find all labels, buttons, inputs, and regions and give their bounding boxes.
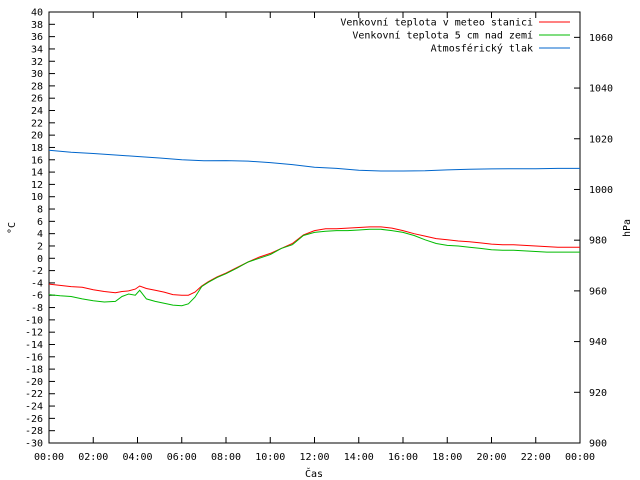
y-tick-label: -6 [31, 291, 43, 302]
y-tick-label: 8 [37, 205, 43, 216]
y-tick-label: -12 [25, 328, 43, 339]
y-axis-ticks: 4038363432302826242220181614121086420-2-… [25, 8, 55, 450]
x-tick-label: 06:00 [167, 452, 197, 463]
y-tick-label: 12 [31, 180, 43, 191]
series-line-3 [48, 149, 580, 172]
x-tick-label: 18:00 [432, 452, 462, 463]
y-tick-label: -22 [25, 389, 43, 400]
legend-label: Venkovní teplota v meteo stanici [340, 17, 533, 29]
y-tick-label: -20 [25, 377, 43, 388]
x-tick-label: 00:00 [565, 452, 595, 463]
y-tick-label: 32 [31, 57, 43, 68]
y-tick-label: 4 [37, 229, 43, 240]
y-tick-label: -18 [25, 365, 43, 376]
legend: Venkovní teplota v meteo staniciVenkovní… [340, 17, 570, 55]
y2-axis-ticks: 1060 1040 1020 1000 980 960 940 920 900 [574, 33, 613, 450]
y-axis-label: °C [7, 222, 18, 234]
y-tick-label: 26 [31, 94, 43, 105]
y-tick-label: -24 [25, 402, 43, 413]
y-tick-label: -4 [31, 278, 43, 289]
y-tick-label: -14 [25, 340, 43, 351]
x-tick-label: 10:00 [255, 452, 285, 463]
y-tick-label: 16 [31, 155, 43, 166]
y-tick-label: -26 [25, 414, 43, 425]
x-tick-label: 20:00 [476, 452, 506, 463]
y-tick-label: 22 [31, 118, 43, 129]
y-tick-label: 14 [31, 168, 43, 179]
x-tick-label: 02:00 [78, 452, 108, 463]
y-tick-label: -10 [25, 315, 43, 326]
x-tick-label: 22:00 [521, 452, 551, 463]
y2-tick-label: 980 [589, 236, 607, 247]
y2-tick-label: 960 [589, 286, 607, 297]
y-tick-label: -16 [25, 352, 43, 363]
y2-tick-label: 1000 [589, 185, 613, 196]
series-line-1 [48, 226, 580, 296]
series-line-2 [48, 228, 580, 307]
y-tick-label: 6 [37, 217, 43, 228]
y-tick-label: 28 [31, 81, 43, 92]
x-tick-label: 14:00 [344, 452, 374, 463]
y-tick-label: -28 [25, 426, 43, 437]
y-tick-label: 20 [31, 131, 43, 142]
y2-tick-label: 920 [589, 388, 607, 399]
x-tick-label: 08:00 [211, 452, 241, 463]
y-tick-label: 40 [31, 8, 43, 19]
y-tick-label: -2 [31, 266, 43, 277]
y2-tick-label: 900 [589, 439, 607, 450]
x-tick-label: 12:00 [299, 452, 329, 463]
y-tick-label: 36 [31, 32, 43, 43]
x-tick-label: 16:00 [388, 452, 418, 463]
y-tick-label: 30 [31, 69, 43, 80]
x-tick-label: 00:00 [34, 452, 64, 463]
y2-tick-label: 1020 [589, 134, 613, 145]
y-tick-label: 0 [37, 254, 43, 265]
x-tick-label: 04:00 [122, 452, 152, 463]
y-tick-label: -8 [31, 303, 43, 314]
plot-frame [48, 11, 581, 444]
y-tick-label: -30 [25, 439, 43, 450]
y-tick-label: 34 [31, 44, 43, 55]
x-axis-ticks: 00:00 02:00 04:00 06:00 08:00 10:00 12:00 14:00… [34, 12, 595, 463]
legend-label: Atmosférický tlak [431, 43, 533, 55]
y-tick-label: 2 [37, 241, 43, 252]
y-tick-label: 18 [31, 143, 43, 154]
y2-axis-label: hPa [622, 219, 633, 237]
legend-label: Venkovní teplota 5 cm nad zemí [352, 30, 533, 42]
y-tick-label: 10 [31, 192, 43, 203]
y-tick-label: 38 [31, 20, 43, 31]
x-axis-label: Čas [305, 467, 323, 480]
y2-tick-label: 1060 [589, 33, 613, 44]
y2-tick-label: 1040 [589, 84, 613, 95]
y2-tick-label: 940 [589, 337, 607, 348]
series-layer [48, 149, 580, 307]
y-tick-label: 24 [31, 106, 43, 117]
